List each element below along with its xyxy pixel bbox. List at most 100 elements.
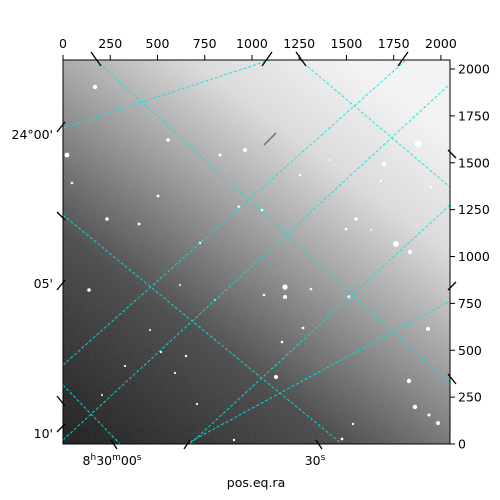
dec-tick-label: 24°00'	[12, 127, 54, 142]
star	[105, 217, 109, 221]
star	[429, 185, 433, 189]
star	[195, 402, 199, 406]
world-tick-mark	[447, 281, 457, 291]
x-tick-label: 250	[98, 36, 122, 51]
star	[274, 375, 278, 379]
world-tick-mark	[315, 439, 323, 450]
world-tick-mark	[56, 395, 66, 407]
world-tick-mark	[110, 439, 118, 450]
grid-line	[189, 204, 450, 444]
ra-tick-label: 8h30m00s	[83, 453, 142, 468]
world-tick-mark	[295, 51, 307, 67]
x-tick-label: 1500	[331, 36, 363, 51]
dec-tick-label: 05'	[34, 276, 53, 291]
star	[379, 179, 383, 183]
star	[354, 217, 358, 221]
star	[101, 394, 103, 396]
grid-line	[299, 60, 450, 188]
star	[370, 229, 372, 231]
x-tick-label: 750	[193, 36, 217, 51]
grid-line	[63, 83, 450, 441]
star	[406, 378, 412, 384]
dec-tick-label: 10'	[34, 426, 53, 441]
streak-artifact	[263, 132, 277, 146]
grid-line	[63, 60, 407, 366]
x-tick-label: 2000	[425, 36, 457, 51]
star	[407, 249, 413, 255]
star	[260, 208, 264, 212]
star	[64, 152, 70, 158]
star	[137, 222, 141, 226]
star	[414, 140, 422, 148]
y-tick-label: 1250	[458, 202, 490, 217]
world-tick-mark	[183, 439, 191, 450]
star	[218, 153, 222, 157]
star	[340, 437, 344, 441]
star	[179, 284, 181, 286]
star	[262, 293, 266, 297]
ra-tick-label: 30s	[305, 453, 326, 468]
x-tick-label: 1000	[236, 36, 268, 51]
star	[347, 295, 351, 299]
x-axis-top: 0 250 500 750 1000 1250 1500 1750 2000	[59, 36, 457, 60]
star	[166, 138, 170, 142]
grid-line	[63, 60, 271, 129]
star	[344, 227, 348, 231]
star	[283, 295, 287, 299]
star	[309, 287, 313, 291]
star	[243, 148, 247, 152]
star	[351, 422, 355, 426]
y-tick-label: 1500	[458, 155, 490, 170]
star	[412, 404, 418, 410]
world-tick-mark	[447, 149, 457, 159]
y-tick-label: 1750	[458, 108, 490, 123]
y-tick-label: 2000	[458, 62, 490, 77]
star	[282, 284, 288, 290]
world-tick-mark	[56, 211, 66, 221]
x-tick-label: 0	[59, 36, 67, 51]
world-tick-mark	[90, 51, 102, 67]
y-tick-label: 1000	[458, 249, 490, 264]
star	[173, 371, 177, 375]
image-panel	[63, 60, 450, 444]
star	[301, 326, 305, 330]
y-axis-right: 0 250 500 750 1000 1250 1500 1750 2000	[450, 62, 490, 452]
star	[149, 329, 151, 331]
grid-line	[63, 384, 121, 444]
star	[156, 194, 160, 198]
star	[393, 241, 399, 247]
star	[87, 288, 91, 292]
star	[298, 173, 302, 177]
star	[329, 159, 331, 161]
star	[159, 350, 163, 354]
star	[70, 181, 74, 185]
y-tick-label: 0	[458, 437, 466, 452]
star-field	[64, 84, 440, 442]
star	[123, 364, 127, 368]
star	[184, 354, 188, 358]
y-tick-label: 500	[458, 343, 482, 358]
world-tick-mark	[56, 121, 66, 133]
y-tick-label: 250	[458, 390, 482, 405]
star	[427, 413, 431, 417]
x-tick-label: 1250	[283, 36, 315, 51]
plot-frame	[62, 59, 451, 445]
star	[280, 340, 284, 344]
star	[426, 327, 430, 331]
sky-noise	[63, 60, 450, 444]
x-tick-label: 500	[146, 36, 170, 51]
world-axes: 8h30m00s 30s 24°00' 05' 10'	[12, 51, 457, 468]
grid-line	[63, 214, 343, 444]
x-tick-label: 1750	[378, 36, 410, 51]
y-tick-label: 750	[458, 296, 482, 311]
star	[92, 84, 98, 90]
grid-line	[185, 300, 450, 444]
world-tick-mark	[56, 279, 66, 291]
world-tick-mark	[261, 51, 273, 67]
world-tick-mark	[447, 373, 457, 385]
star	[381, 161, 387, 167]
coordinate-grid	[63, 60, 450, 444]
star	[232, 438, 236, 442]
star	[436, 421, 440, 425]
